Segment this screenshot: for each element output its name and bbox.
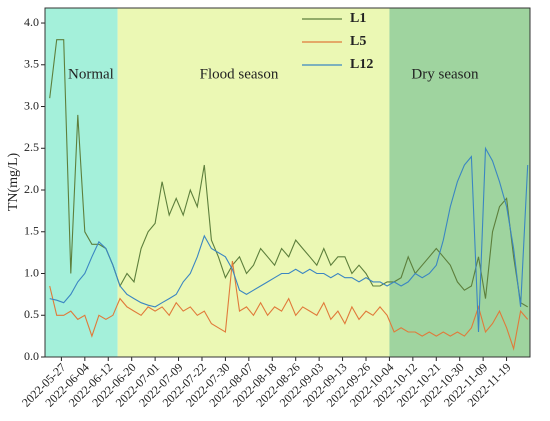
season-label: Dry season <box>411 66 479 82</box>
season-region <box>389 8 530 357</box>
y-tick-label: 1.0 <box>24 265 39 279</box>
y-tick-label: 0.5 <box>24 307 39 321</box>
y-tick-label: 2.0 <box>24 182 39 196</box>
data-line <box>49 39 528 308</box>
y-tick-label: 3.5 <box>24 57 39 71</box>
y-tick-label: 4.0 <box>24 15 39 29</box>
y-tick-label: 2.5 <box>24 140 39 154</box>
legend-label: L12 <box>350 57 373 72</box>
legend-label: L1 <box>350 11 366 26</box>
plot-frame <box>44 7 531 358</box>
season-region <box>117 8 390 357</box>
season-label: Flood season <box>200 66 279 82</box>
y-tick-label: 3.0 <box>24 98 39 112</box>
legend-label: L5 <box>350 34 366 49</box>
data-line <box>49 146 529 333</box>
data-line <box>49 260 529 351</box>
y-tick-label: 1.5 <box>24 224 39 238</box>
y-tick-label: 0.0 <box>24 349 39 363</box>
y-axis-label: TN(mg/L) <box>6 153 21 212</box>
